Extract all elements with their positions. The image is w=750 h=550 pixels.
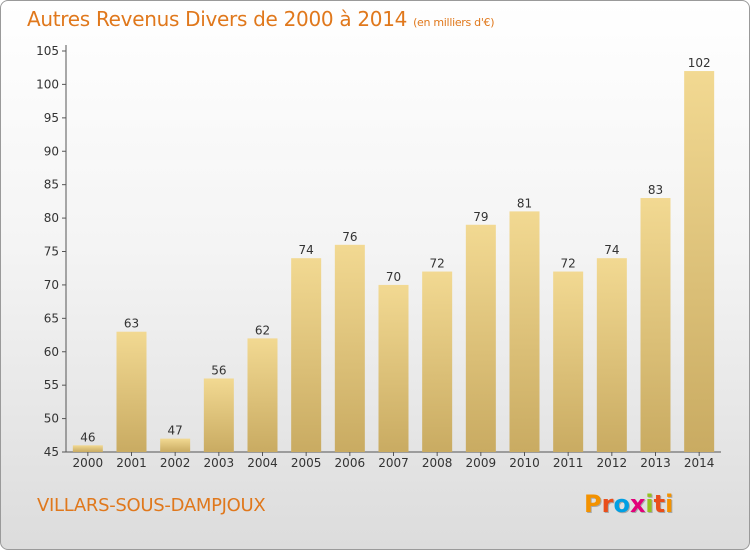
data-label: 56	[211, 363, 226, 377]
y-tick-label: 55	[44, 378, 59, 392]
logo-letter: i	[645, 490, 654, 518]
y-tick-label: 90	[44, 144, 59, 158]
logo-letter: t	[653, 490, 666, 518]
logo-letter: x	[629, 490, 646, 518]
x-tick-label: 2014	[684, 456, 715, 470]
data-label: 63	[124, 317, 139, 331]
x-tick-label: 2009	[466, 456, 497, 470]
title-unit: (en milliers d'€)	[413, 16, 495, 29]
data-label: 102	[688, 56, 711, 70]
bar	[72, 445, 103, 452]
x-tick-label: 2006	[335, 456, 366, 470]
data-label: 79	[473, 210, 488, 224]
data-label: 81	[517, 196, 532, 210]
x-tick-label: 2008	[422, 456, 453, 470]
logo-letter: P	[584, 490, 602, 518]
x-tick-label: 2004	[247, 456, 278, 470]
bar	[640, 198, 671, 452]
y-tick-label: 85	[44, 178, 59, 192]
bar	[422, 271, 453, 452]
x-tick-label: 2003	[204, 456, 235, 470]
y-tick-label: 50	[44, 412, 59, 426]
x-tick-label: 2007	[378, 456, 409, 470]
logo-letter: o	[613, 490, 630, 518]
y-tick-label: 70	[44, 278, 59, 292]
data-label: 47	[168, 424, 183, 438]
data-label: 72	[561, 257, 576, 271]
x-tick-label: 2011	[553, 456, 584, 470]
data-label: 74	[299, 243, 314, 257]
logo-letter: r	[601, 490, 614, 518]
x-tick-label: 2013	[640, 456, 671, 470]
x-tick-label: 2001	[116, 456, 147, 470]
x-tick-label: 2012	[597, 456, 628, 470]
commune-name: VILLARS-SOUS-DAMPJOUX	[37, 495, 266, 516]
y-tick-label: 100	[36, 77, 59, 91]
bar	[334, 244, 365, 452]
bar	[203, 378, 234, 452]
x-tick-label: 2010	[509, 456, 540, 470]
data-labels: 46 63 47 56 62 74 76 70 72 79 81 72 74 83 102	[80, 56, 710, 444]
x-tick-label: 2005	[291, 456, 322, 470]
bar	[684, 71, 715, 453]
axes: 45 50 55 60 65 70 75 80 85 90 95 100 105 2000 2001 2002…	[36, 44, 721, 470]
bar	[465, 224, 496, 452]
data-label: 62	[255, 323, 270, 337]
y-tick-label: 95	[44, 111, 59, 125]
y-tick-label: 65	[44, 311, 59, 325]
title-text: Autres Revenus Divers de 2000 à 2014	[27, 7, 408, 31]
bar	[291, 258, 322, 452]
bar	[247, 338, 278, 452]
data-label: 83	[648, 183, 663, 197]
proxiti-logo: Proxiti	[584, 490, 673, 518]
data-label: 46	[80, 430, 95, 444]
y-tick-label: 60	[44, 345, 59, 359]
bars	[72, 71, 715, 453]
x-tick-label: 2002	[160, 456, 191, 470]
bar	[116, 331, 147, 452]
data-label: 76	[342, 230, 357, 244]
y-tick-label: 75	[44, 245, 59, 259]
data-label: 72	[430, 257, 445, 271]
chart-title: Autres Revenus Divers de 2000 à 2014 (en …	[27, 7, 495, 31]
bar	[378, 284, 409, 452]
y-tick-label: 80	[44, 211, 59, 225]
y-tick-label: 105	[36, 44, 59, 58]
bar	[160, 438, 191, 452]
bar	[553, 271, 584, 452]
logo-letter: i	[665, 490, 674, 518]
bar	[596, 258, 627, 452]
data-label: 74	[604, 243, 619, 257]
data-label: 70	[386, 270, 401, 284]
x-tick-label: 2000	[73, 456, 104, 470]
y-tick-label: 45	[44, 445, 59, 459]
bar	[509, 211, 540, 452]
